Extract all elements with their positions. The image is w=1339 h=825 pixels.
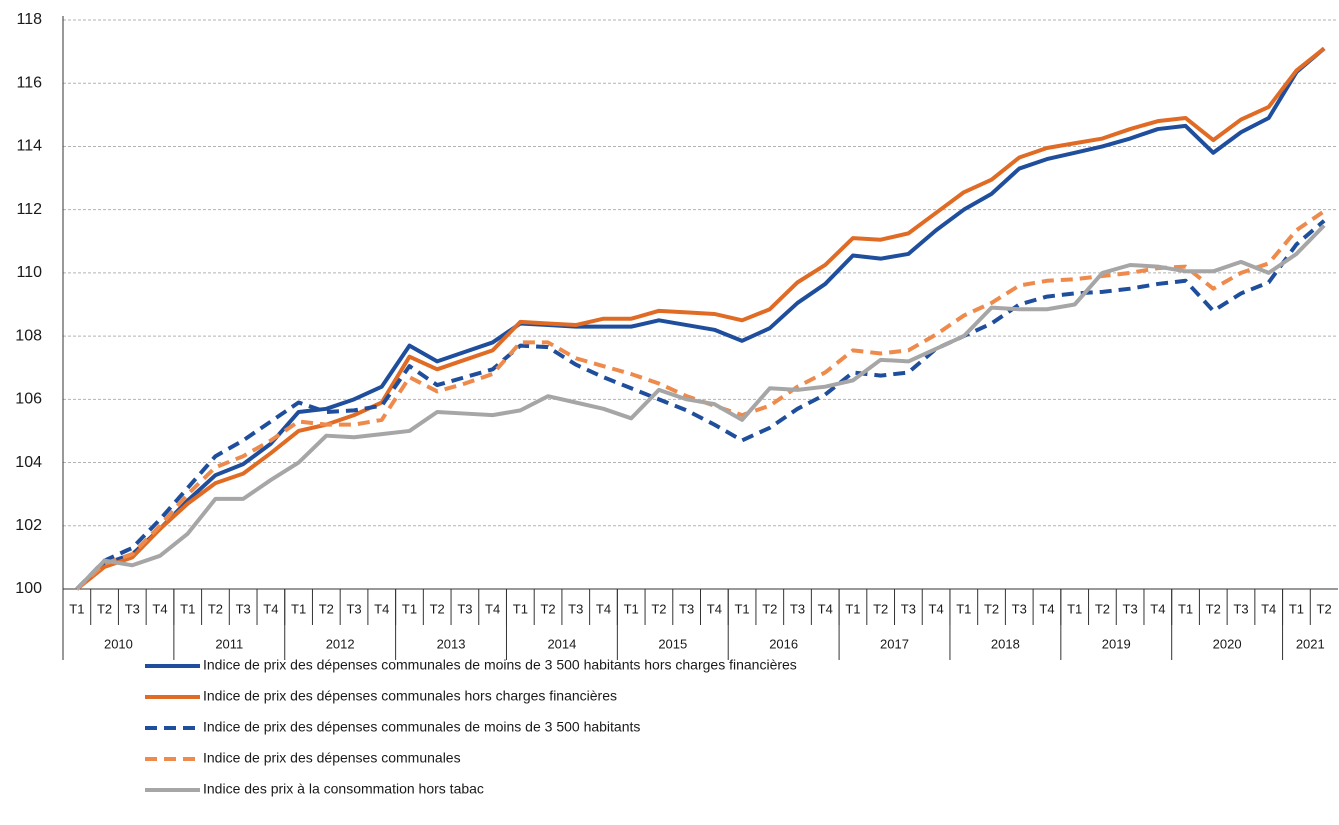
x-tick-label: T2	[1095, 601, 1110, 616]
legend-label: Indice de prix des dépenses communales	[203, 750, 461, 766]
x-tick-label: T1	[956, 601, 971, 616]
series-line	[75, 219, 1326, 591]
x-tick-label: T3	[125, 601, 140, 616]
y-tick-label: 116	[16, 74, 42, 91]
year-label: 2015	[658, 636, 687, 651]
year-label: 2020	[1213, 636, 1242, 651]
x-tick-label: T2	[762, 601, 777, 616]
x-tick-label: T3	[679, 601, 694, 616]
x-tick-label: T1	[69, 601, 84, 616]
y-tick-label: 108	[15, 327, 42, 344]
x-tick-label: T4	[818, 601, 833, 616]
x-tick-label: T2	[97, 601, 112, 616]
x-tick-label: T4	[152, 601, 167, 616]
x-tick-label: T1	[624, 601, 639, 616]
x-tick-label: T1	[513, 601, 528, 616]
series-line	[75, 46, 1326, 591]
year-label: 2010	[104, 636, 133, 651]
x-tick-label: T4	[707, 601, 722, 616]
x-tick-label: T2	[984, 601, 999, 616]
x-tick-label: T1	[1067, 601, 1082, 616]
year-label: 2016	[769, 636, 798, 651]
year-label: 2021	[1296, 636, 1325, 651]
x-tick-label: T1	[402, 601, 417, 616]
x-tick-label: T1	[734, 601, 749, 616]
year-label: 2014	[547, 636, 576, 651]
x-tick-label: T3	[901, 601, 916, 616]
x-tick-label: T3	[1012, 601, 1027, 616]
y-tick-label: 112	[16, 201, 42, 218]
year-label: 2018	[991, 636, 1020, 651]
y-tick-label: 106	[15, 391, 42, 408]
legend-label: Indice de prix des dépenses communales d…	[203, 719, 640, 735]
year-label: 2012	[326, 636, 355, 651]
year-label: 2013	[437, 636, 466, 651]
x-tick-label: T2	[430, 601, 445, 616]
y-tick-label: 102	[15, 517, 42, 534]
x-tick-label: T3	[568, 601, 583, 616]
y-tick-label: 104	[15, 454, 42, 471]
x-tick-label: T3	[1233, 601, 1248, 616]
x-tick-label: T1	[1289, 601, 1304, 616]
x-tick-label: T3	[790, 601, 805, 616]
legend-label: Indice de prix des dépenses communales d…	[203, 657, 797, 673]
x-tick-label: T4	[263, 601, 278, 616]
x-tick-label: T1	[180, 601, 195, 616]
y-tick-label: 100	[15, 580, 42, 597]
legend-label: Indice des prix à la consommation hors t…	[203, 781, 484, 797]
x-tick-label: T4	[485, 601, 500, 616]
year-label: 2019	[1102, 636, 1131, 651]
x-tick-label: T3	[346, 601, 361, 616]
series-line	[75, 224, 1326, 591]
legend-label: Indice de prix des dépenses communales h…	[203, 688, 617, 704]
x-tick-label: T4	[1150, 601, 1165, 616]
x-tick-label: T4	[1261, 601, 1276, 616]
series-line	[75, 46, 1326, 591]
x-tick-label: T1	[845, 601, 860, 616]
x-tick-label: T2	[651, 601, 666, 616]
x-tick-label: T4	[374, 601, 389, 616]
x-tick-label: T1	[291, 601, 306, 616]
x-tick-label: T4	[929, 601, 944, 616]
x-tick-label: T2	[208, 601, 223, 616]
x-tick-label: T2	[1317, 601, 1332, 616]
year-label: 2011	[215, 636, 243, 651]
x-tick-label: T2	[873, 601, 888, 616]
x-tick-label: T2	[1206, 601, 1221, 616]
year-label: 2017	[880, 636, 909, 651]
x-tick-label: T4	[596, 601, 611, 616]
y-tick-label: 118	[16, 11, 42, 28]
x-tick-label: T3	[457, 601, 472, 616]
x-tick-label: T4	[1039, 601, 1054, 616]
x-tick-label: T2	[540, 601, 555, 616]
y-tick-label: 114	[16, 138, 42, 155]
x-tick-label: T3	[236, 601, 251, 616]
x-tick-label: T2	[319, 601, 334, 616]
y-tick-label: 110	[16, 264, 42, 281]
x-tick-label: T1	[1178, 601, 1193, 616]
x-tick-label: T3	[1123, 601, 1138, 616]
